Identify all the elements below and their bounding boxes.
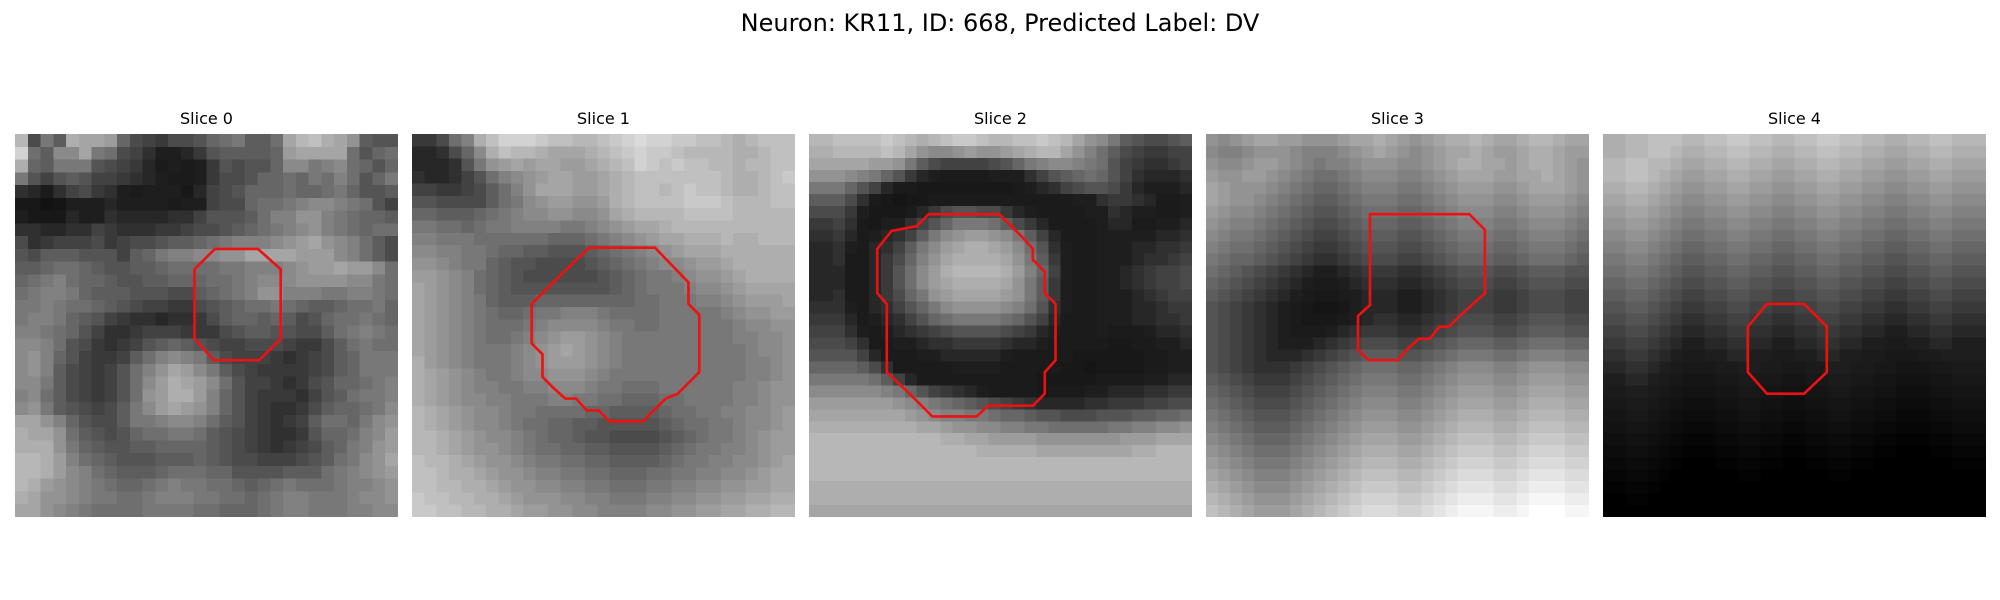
panel-slice-3: Slice 3 [1206, 109, 1589, 517]
slice-image [412, 134, 795, 517]
slice-image [15, 134, 398, 517]
slice-image [1603, 134, 1986, 517]
segmentation-contour [875, 212, 1057, 418]
panel-slice-1: Slice 1 [412, 109, 795, 517]
panel-title: Slice 0 [180, 109, 233, 128]
panel-slice-0: Slice 0 [15, 109, 398, 517]
panel-slice-2: Slice 2 [809, 109, 1192, 517]
panel-title: Slice 1 [577, 109, 630, 128]
panel-title: Slice 2 [974, 109, 1027, 128]
segmentation-contour [530, 246, 701, 423]
slice-image [809, 134, 1192, 517]
panel-title: Slice 3 [1371, 109, 1424, 128]
figure-title: Neuron: KR11, ID: 668, Predicted Label: … [740, 9, 1260, 37]
panel-title: Slice 4 [1768, 109, 1821, 128]
segmentation-contour [193, 247, 283, 362]
segmentation-contour [1356, 212, 1487, 362]
slice-image [1206, 134, 1589, 517]
panel-slice-4: Slice 4 [1603, 109, 1986, 517]
segmentation-contour [1746, 302, 1829, 396]
